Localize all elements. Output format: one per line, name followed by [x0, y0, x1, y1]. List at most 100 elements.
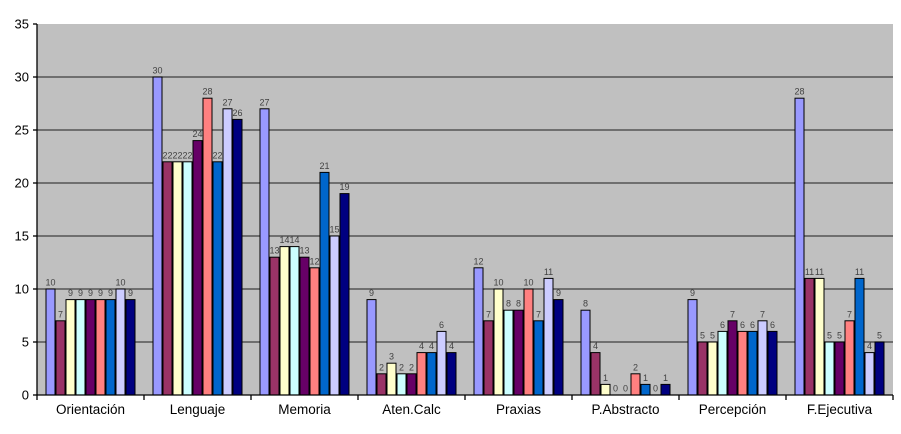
bar — [717, 330, 728, 396]
x-axis-label: Orientación — [56, 402, 125, 417]
bar — [543, 277, 554, 396]
bar-label: 6 — [770, 320, 775, 330]
y-axis-label: 15 — [15, 229, 29, 244]
bar — [75, 299, 86, 396]
bar-label: 11 — [815, 267, 824, 277]
y-axis-label: 30 — [15, 70, 29, 85]
bar-label: 22 — [212, 150, 222, 160]
bar — [834, 341, 845, 396]
bar-label: 1 — [663, 373, 668, 383]
bar-label: 4 — [593, 341, 598, 351]
bar — [45, 288, 56, 396]
bar — [600, 383, 611, 396]
bar — [854, 277, 865, 396]
bar-label: 9 — [88, 288, 93, 298]
bar-label: 9 — [68, 288, 73, 298]
bar — [580, 309, 591, 396]
x-axis-label: Praxias — [496, 402, 541, 417]
bar-label: 8 — [583, 299, 588, 309]
bar-label: 7 — [730, 309, 735, 319]
y-axis-label: 5 — [22, 335, 29, 350]
bar-label: 1 — [603, 373, 608, 383]
bar-label: 11 — [544, 267, 553, 277]
bar — [192, 140, 203, 396]
bar — [446, 352, 457, 396]
y-axis-label: 25 — [15, 123, 29, 138]
bar-label: 4 — [449, 341, 454, 351]
bar-label: 8 — [516, 299, 521, 309]
bar — [483, 320, 494, 396]
bar-label: 30 — [152, 66, 162, 76]
bar — [493, 288, 504, 396]
bar-label: 6 — [750, 320, 755, 330]
bar — [687, 299, 698, 396]
bar-label: 4 — [867, 341, 872, 351]
bar-label: 1 — [643, 373, 648, 383]
bar-label: 7 — [58, 309, 63, 319]
bar-label: 2 — [633, 362, 638, 372]
bar — [640, 383, 651, 396]
bar — [115, 288, 126, 396]
bar — [396, 373, 407, 396]
bar-label: 10 — [115, 278, 125, 288]
bar — [202, 97, 213, 396]
bar-label: 5 — [827, 331, 832, 341]
bar-label: 6 — [720, 320, 725, 330]
bar-label: 7 — [760, 309, 765, 319]
bar-label: 9 — [78, 288, 83, 298]
bar-label: 0 — [623, 384, 628, 394]
bar — [319, 171, 330, 396]
bar-label: 8 — [506, 299, 511, 309]
bar-label: 2 — [379, 362, 384, 372]
bar-label: 3 — [389, 352, 394, 362]
bar-label: 6 — [740, 320, 745, 330]
bar — [707, 341, 718, 396]
bar-label: 5 — [837, 331, 842, 341]
bar-label: 2 — [399, 362, 404, 372]
bar — [339, 193, 350, 396]
bar — [426, 352, 437, 396]
bar — [844, 320, 855, 396]
bar — [232, 118, 243, 396]
bar — [162, 161, 173, 396]
bar-label: 27 — [222, 97, 232, 107]
bar — [65, 299, 76, 396]
bar-label: 0 — [653, 384, 658, 394]
x-axis-label: Lenguaje — [170, 402, 226, 417]
bar — [105, 299, 116, 396]
bar — [366, 299, 377, 396]
bar-label: 10 — [493, 278, 503, 288]
bar-label: 2 — [409, 362, 414, 372]
bar — [503, 309, 514, 396]
bar — [436, 330, 447, 396]
bar — [85, 299, 96, 396]
bar — [406, 373, 417, 396]
bar-label: 15 — [329, 225, 339, 235]
bar — [182, 161, 193, 396]
bar — [172, 161, 183, 396]
bar-label: 9 — [108, 288, 113, 298]
bar — [222, 108, 233, 396]
bar-label: 21 — [319, 161, 329, 171]
bar — [386, 362, 397, 396]
bar — [55, 320, 66, 396]
bar — [212, 161, 223, 396]
bar-label: 22 — [162, 150, 172, 160]
x-axis-label: Memoria — [278, 402, 331, 417]
bar — [289, 246, 300, 396]
bar — [473, 267, 484, 396]
bar — [553, 299, 564, 396]
bar-label: 9 — [556, 288, 561, 298]
bar-label: 26 — [232, 108, 242, 118]
bar-label: 9 — [128, 288, 133, 298]
bar-label: 12 — [473, 256, 483, 266]
bar-label: 6 — [439, 320, 444, 330]
bar — [95, 299, 106, 396]
bar — [660, 383, 671, 396]
bar-label: 22 — [172, 150, 182, 160]
bar — [697, 341, 708, 396]
bar — [513, 309, 524, 396]
bar — [279, 246, 290, 396]
bar — [767, 330, 778, 396]
